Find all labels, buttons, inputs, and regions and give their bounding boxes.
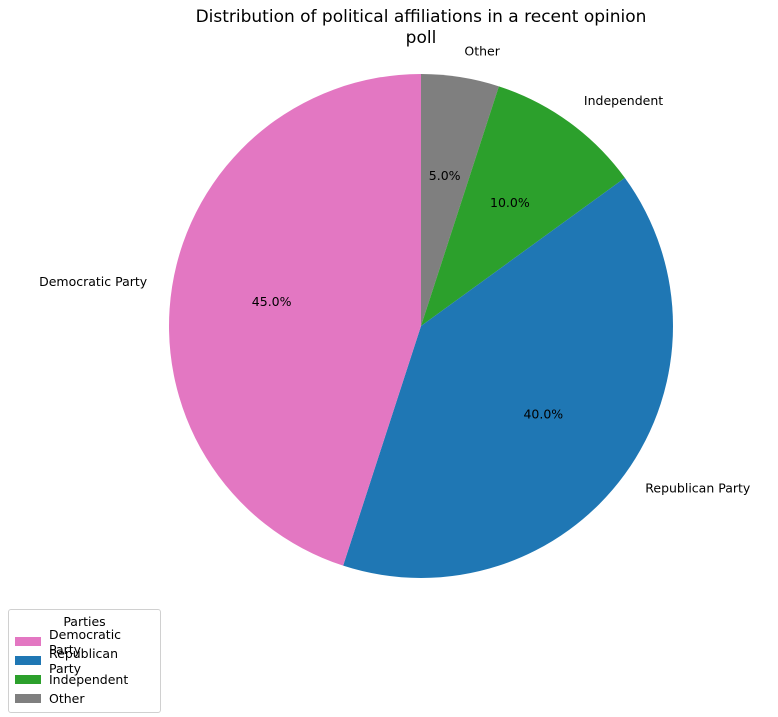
legend-label: Democratic Party <box>49 626 122 657</box>
legend: Parties Democratic Party Republican Part… <box>8 609 161 713</box>
legend-item-other: Other <box>15 689 154 708</box>
legend-title: Parties <box>63 614 106 629</box>
chart-title-line-1: Distribution of political affiliations i… <box>196 7 647 27</box>
pie-slice-republican-party <box>343 177 674 579</box>
legend-swatch <box>15 675 41 684</box>
pie-slice-democratic-party <box>168 74 421 566</box>
slice-label-other: Other <box>464 44 500 59</box>
pie-slice-independent <box>421 86 625 326</box>
percent-label-other: 5.0% <box>429 168 461 183</box>
legend-item-democratic-party: Democratic Party <box>15 627 154 657</box>
legend-label: Republican Party <box>49 645 119 676</box>
legend-label: Independent <box>49 672 129 687</box>
pie-labels: Other 5.0% Independent 10.0% Republican Part… <box>39 44 751 496</box>
chart-title-line-2: poll <box>406 28 437 48</box>
percent-label-independent: 10.0% <box>490 195 530 210</box>
pie-slices <box>168 74 674 579</box>
slice-label-republican-party: Republican Party <box>645 480 751 495</box>
legend-swatch <box>15 637 41 646</box>
pie-slice-other <box>421 74 499 326</box>
legend-item-republican-party: Republican Party <box>15 646 154 676</box>
percent-label-republican-party: 40.0% <box>523 406 563 421</box>
legend-item-independent: Independent <box>15 670 154 689</box>
legend-swatch <box>15 656 41 665</box>
slice-label-independent: Independent <box>584 93 663 108</box>
legend-swatch <box>15 694 41 703</box>
slice-label-democratic-party: Democratic Party <box>39 274 148 289</box>
percent-label-democratic-party: 45.0% <box>252 294 292 309</box>
legend-label: Other <box>49 691 85 706</box>
